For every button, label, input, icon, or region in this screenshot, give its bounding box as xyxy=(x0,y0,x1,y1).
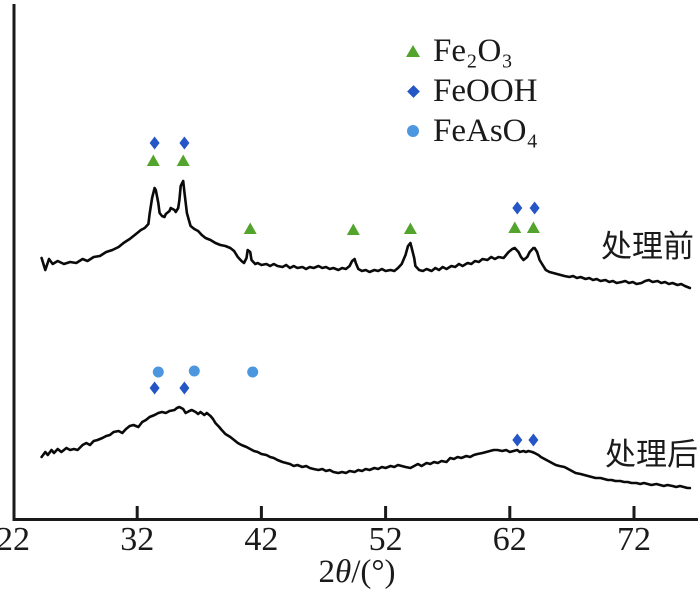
feaso4-circle-marker xyxy=(152,366,164,378)
x-axis-label: 2θ/(°) xyxy=(318,556,395,589)
legend: Fe₂O₃ FeOOH FeAsO₄ xyxy=(402,31,538,151)
feooh-diamond-marker xyxy=(179,381,190,395)
legend-marker-cell xyxy=(402,45,424,57)
series-label-before-treatment: 处理前 xyxy=(601,229,694,264)
series-label-after-treatment: 处理后 xyxy=(605,437,698,472)
legend-item-feaso4: FeAsO₄ xyxy=(402,111,538,151)
fe2o3-triangle-icon xyxy=(406,45,420,57)
feooh-diamond-marker xyxy=(512,201,523,215)
x-axis-label-suffix: /(°) xyxy=(351,554,396,590)
feooh-diamond-icon xyxy=(406,84,420,98)
legend-item-fe2o3: Fe₂O₃ xyxy=(402,31,538,71)
feooh-diamond-marker xyxy=(528,433,539,447)
fe2o3-triangle-marker xyxy=(146,154,160,166)
legend-marker-cell xyxy=(402,84,424,98)
fe2o3-triangle-marker xyxy=(176,154,190,166)
fe2o3-triangle-marker xyxy=(508,221,522,233)
feaso4-circle-icon xyxy=(407,125,419,137)
feooh-diamond-marker xyxy=(149,136,160,150)
feooh-diamond-marker xyxy=(149,381,160,395)
fe2o3-triangle-marker xyxy=(346,223,360,235)
x-axis-label-prefix: 2 xyxy=(318,554,335,590)
x-tick-label: 42 xyxy=(244,521,278,558)
feooh-diamond-marker xyxy=(179,136,190,150)
fe2o3-triangle-marker xyxy=(403,222,417,234)
legend-label-feaso4: FeAsO₄ xyxy=(433,113,539,149)
legend-label-feooh: FeOOH xyxy=(433,73,538,109)
xrd-curve-after xyxy=(40,405,692,490)
feooh-diamond-marker xyxy=(512,433,523,447)
fe2o3-triangle-marker xyxy=(526,221,540,233)
x-axis-label-theta: θ xyxy=(334,554,352,590)
x-tick-label: 32 xyxy=(120,521,154,558)
x-tick-label: 52 xyxy=(369,521,403,558)
feaso4-circle-marker xyxy=(247,366,259,378)
fe2o3-triangle-marker xyxy=(243,222,257,234)
feaso4-circle-marker xyxy=(188,365,200,377)
feooh-diamond-marker xyxy=(529,201,540,215)
xrd-curve-before xyxy=(40,179,692,290)
legend-label-fe2o3: Fe₂O₃ xyxy=(433,33,513,69)
legend-marker-cell xyxy=(402,125,424,137)
x-tick-label: 62 xyxy=(493,521,527,558)
legend-item-feooh: FeOOH xyxy=(402,71,538,111)
x-tick-label: 22 xyxy=(0,521,30,558)
x-tick-label: 72 xyxy=(617,521,651,558)
